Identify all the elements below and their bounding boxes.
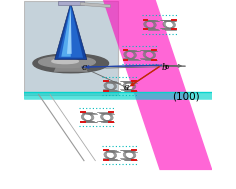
Polygon shape	[80, 2, 110, 8]
Polygon shape	[67, 9, 72, 54]
Ellipse shape	[33, 54, 109, 73]
Polygon shape	[24, 92, 212, 99]
Polygon shape	[59, 5, 83, 58]
Polygon shape	[54, 63, 88, 72]
Text: (100): (100)	[172, 91, 200, 101]
Text: a: a	[124, 83, 129, 92]
Bar	[58, 1, 84, 5]
Text: b: b	[161, 63, 167, 72]
Text: o: o	[165, 64, 169, 70]
FancyBboxPatch shape	[25, 1, 118, 94]
Ellipse shape	[39, 56, 95, 68]
Polygon shape	[55, 3, 87, 60]
Polygon shape	[61, 7, 71, 57]
Text: c: c	[81, 63, 86, 72]
Ellipse shape	[52, 59, 78, 64]
Polygon shape	[103, 0, 212, 170]
